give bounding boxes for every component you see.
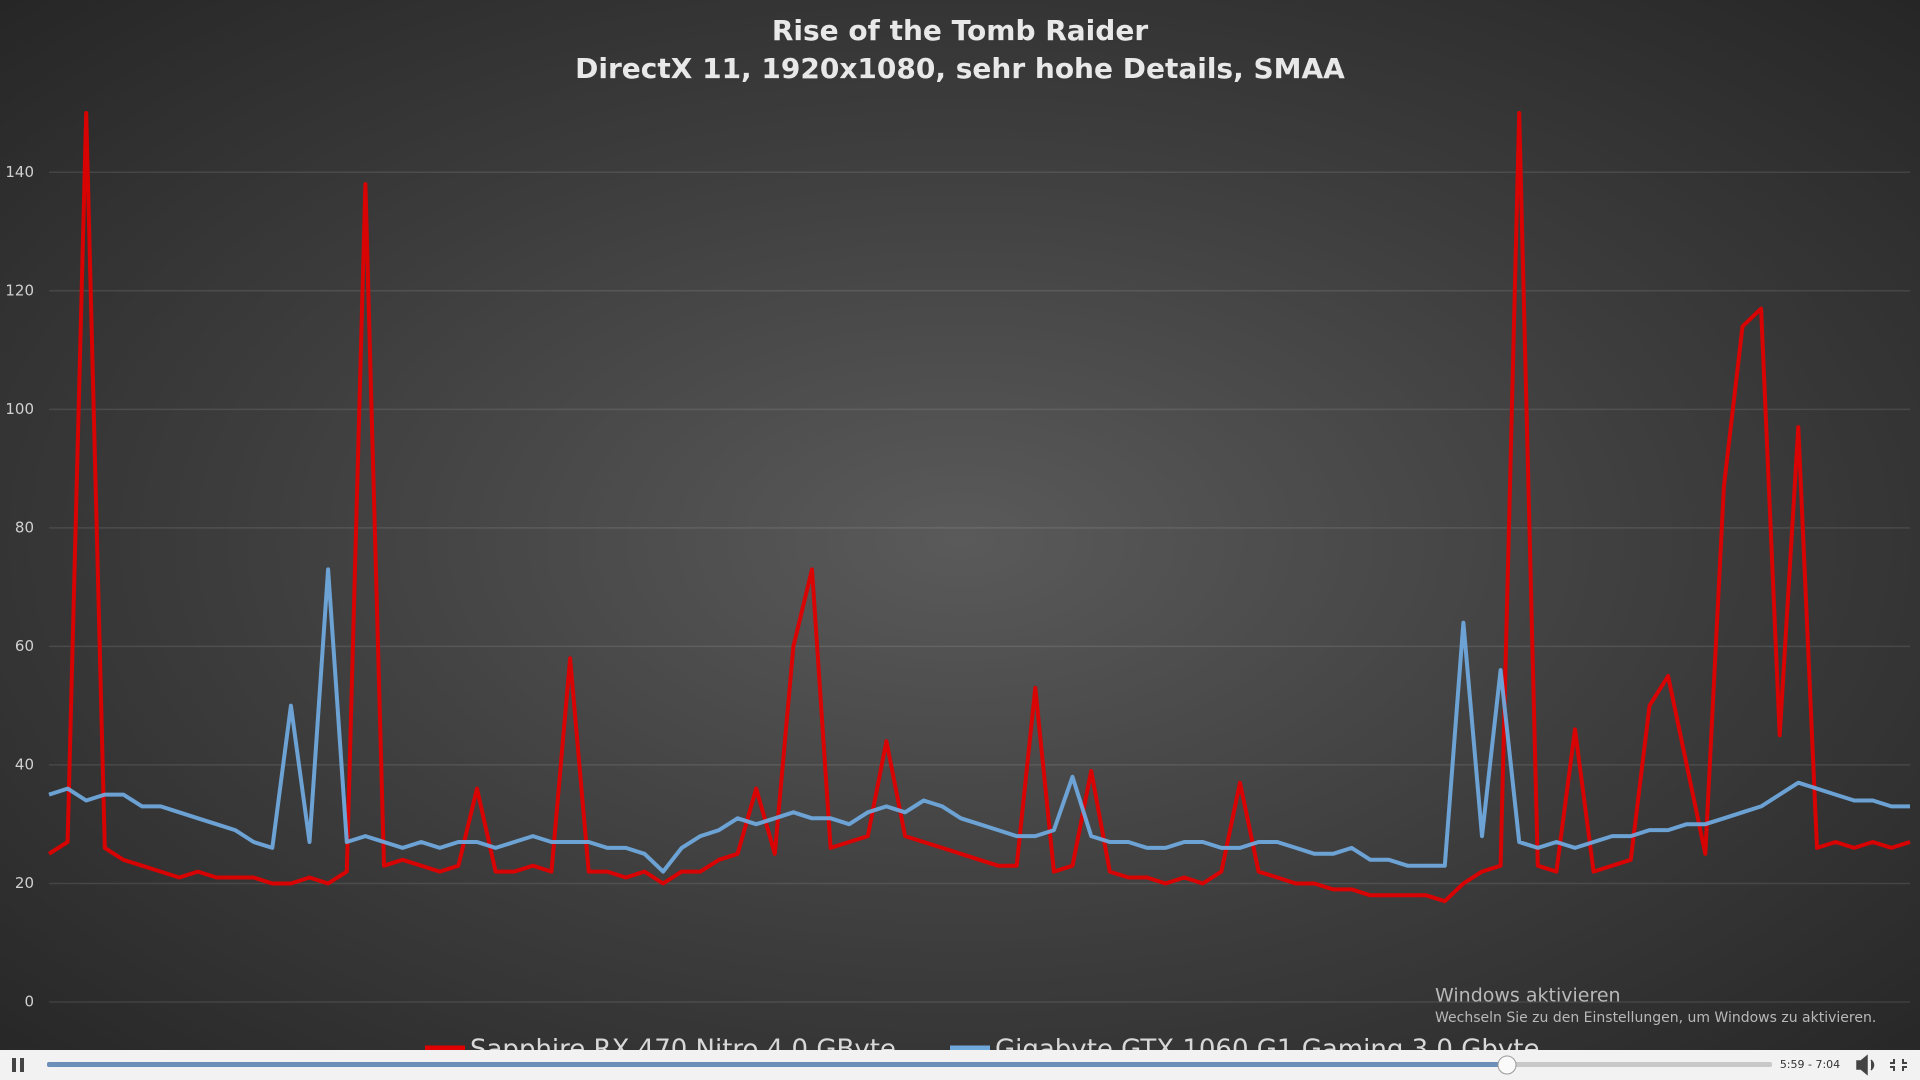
watermark-title: Windows aktivieren <box>1435 985 1621 1007</box>
y-tick-label: 60 <box>15 637 34 655</box>
pause-button[interactable] <box>12 1058 24 1072</box>
y-tick-label: 80 <box>15 518 34 536</box>
y-tick-label: 120 <box>5 281 34 299</box>
fullscreen-button[interactable] <box>1890 1059 1907 1071</box>
watermark-text: Wechseln Sie zu den Einstellungen, um Wi… <box>1435 1010 1876 1026</box>
y-tick-label: 140 <box>5 163 34 181</box>
volume-icon <box>1856 1054 1875 1076</box>
playhead[interactable] <box>1497 1055 1517 1075</box>
y-tick-label: 100 <box>5 400 34 418</box>
y-tick-label: 0 <box>24 993 34 1011</box>
fullscreen-icon <box>1890 1059 1907 1071</box>
y-tick-label: 20 <box>15 874 34 892</box>
time-display: 5:59 - 7:04 <box>1780 1058 1840 1071</box>
series-line <box>47 111 1911 904</box>
volume-button[interactable] <box>1856 1054 1875 1076</box>
player-bar: 5:59 - 7:04 <box>0 1050 1920 1080</box>
chart-subtitle: DirectX 11, 1920x1080, sehr hohe Details… <box>575 52 1345 85</box>
y-tick-label: 40 <box>15 755 34 773</box>
series-line <box>48 567 1910 874</box>
chart-title: Rise of the Tomb Raider <box>772 14 1148 47</box>
progress-fill <box>47 1062 1507 1067</box>
pause-icon <box>12 1058 16 1072</box>
pause-icon <box>20 1058 24 1072</box>
